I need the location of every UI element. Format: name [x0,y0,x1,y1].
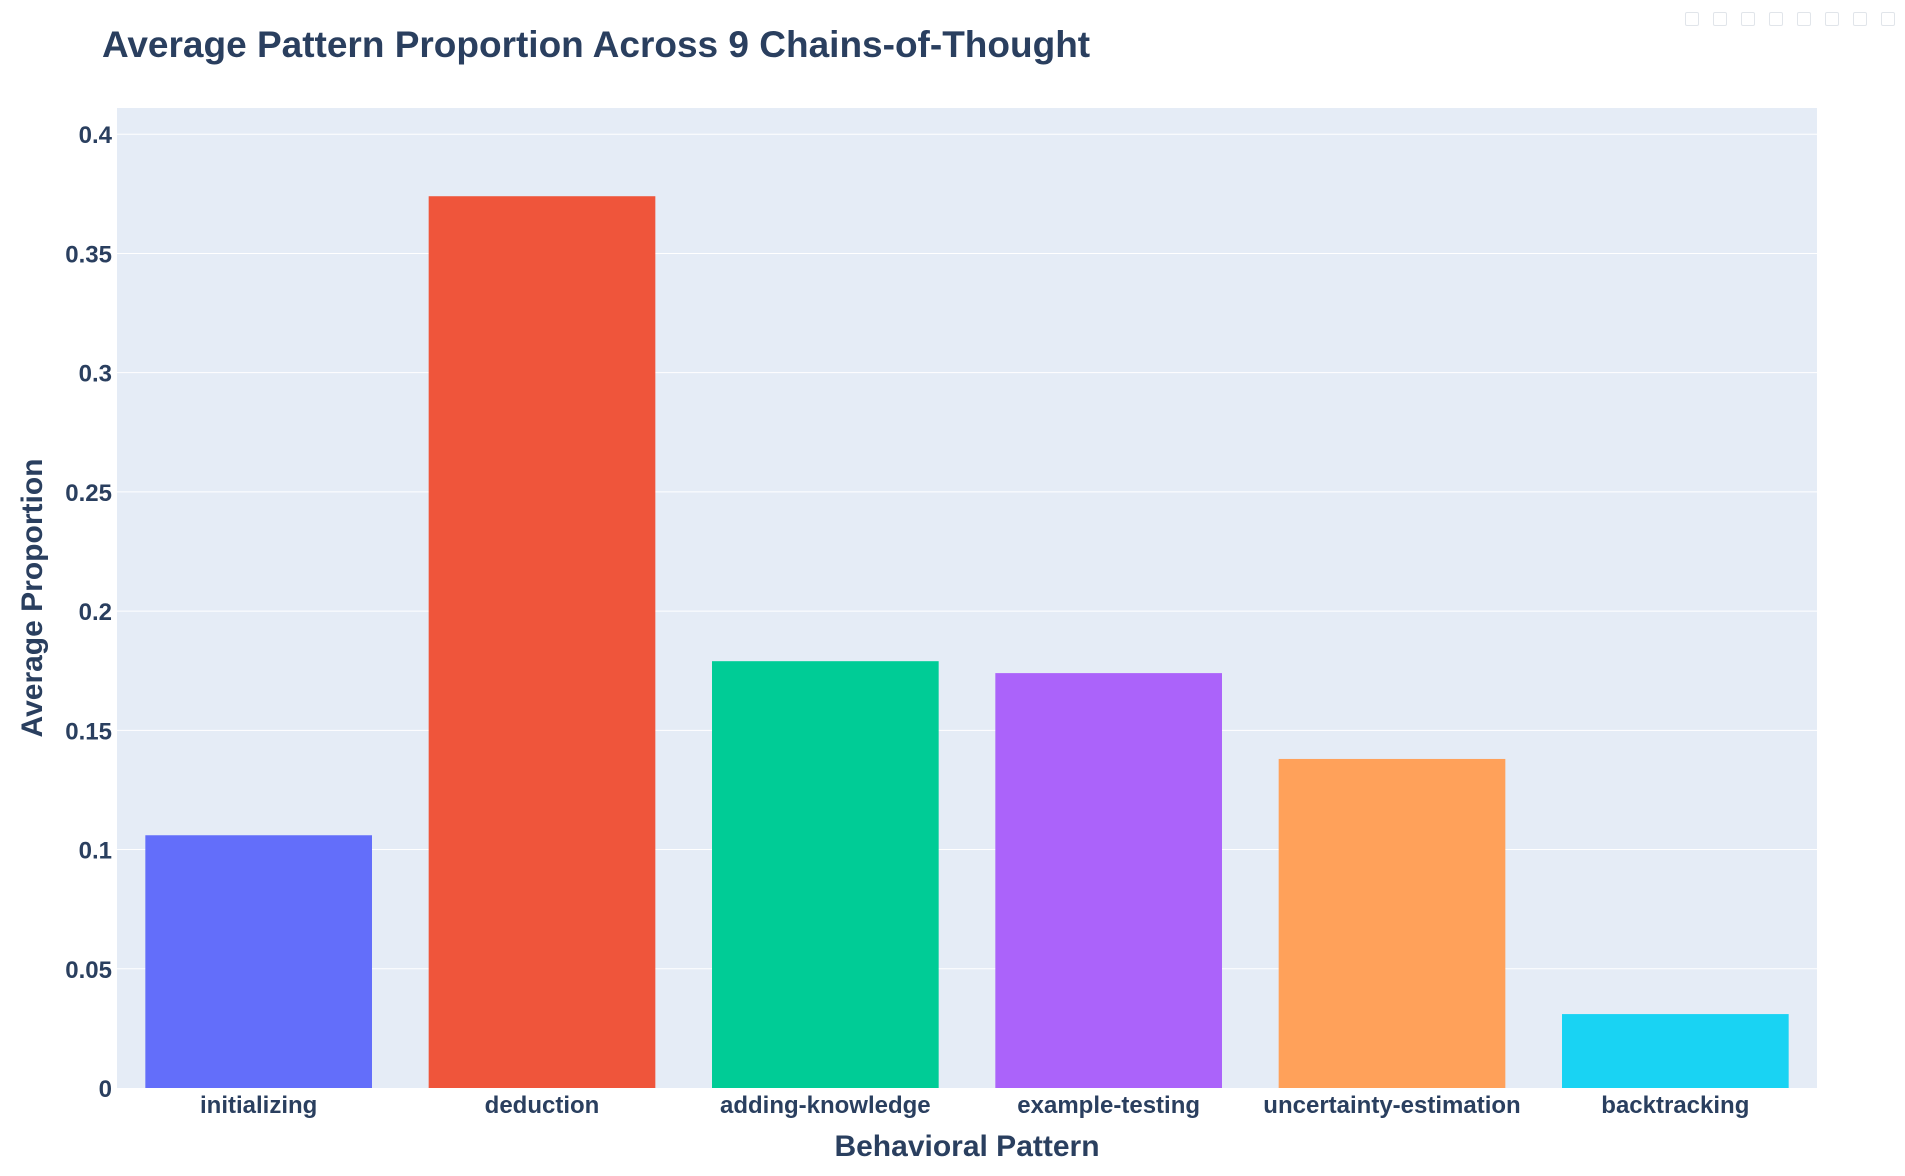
bar-uncertainty-estimation[interactable] [1278,758,1506,1088]
bar-adding-knowledge[interactable] [712,661,939,1088]
y-tick-label: 0.25 [65,480,112,507]
bar-deduction[interactable] [428,196,656,1088]
camera-icon[interactable] [1685,12,1699,26]
bars [145,196,1789,1088]
x-tick-label: uncertainty-estimation [1263,1092,1520,1119]
plot-area [117,108,1817,1088]
y-axis-ticks: 0 0.05 0.1 0.15 0.2 0.25 0.3 0.35 0.4 [65,122,112,1103]
autoscale-icon[interactable] [1825,12,1839,26]
bar-example-testing[interactable] [995,673,1222,1088]
plotly-logo-icon[interactable] [1881,12,1895,26]
y-tick-label: 0.35 [65,241,112,268]
y-tick-label: 0.1 [79,838,112,865]
reset-axes-icon[interactable] [1853,12,1867,26]
y-axis-title: Average Proportion [16,459,49,738]
y-tick-label: 0.4 [79,122,113,149]
x-tick-label: example-testing [1017,1092,1200,1119]
x-tick-label: initializing [200,1092,317,1119]
x-axis-title: Behavioral Pattern [834,1130,1099,1163]
chart-title: Average Pattern Proportion Across 9 Chai… [102,24,1090,65]
y-tick-label: 0.15 [65,718,112,745]
pan-icon[interactable] [1741,12,1755,26]
modebar[interactable] [1685,12,1895,26]
zoom-in-icon[interactable] [1769,12,1783,26]
y-tick-label: 0.2 [79,599,112,626]
x-tick-label: adding-knowledge [720,1092,931,1119]
gridlines [117,133,1817,970]
bar-initializing[interactable] [145,835,372,1088]
y-tick-label: 0 [99,1076,112,1103]
y-tick-label: 0.05 [65,957,112,984]
zoom-out-icon[interactable] [1797,12,1811,26]
zoom-icon[interactable] [1713,12,1727,26]
x-tick-label: backtracking [1601,1092,1749,1119]
x-axis-ticks: initializing deduction adding-knowledge exa… [200,1092,1749,1119]
bar-backtracking[interactable] [1562,1014,1789,1088]
y-tick-label: 0.3 [79,361,112,388]
x-tick-label: deduction [485,1092,600,1119]
